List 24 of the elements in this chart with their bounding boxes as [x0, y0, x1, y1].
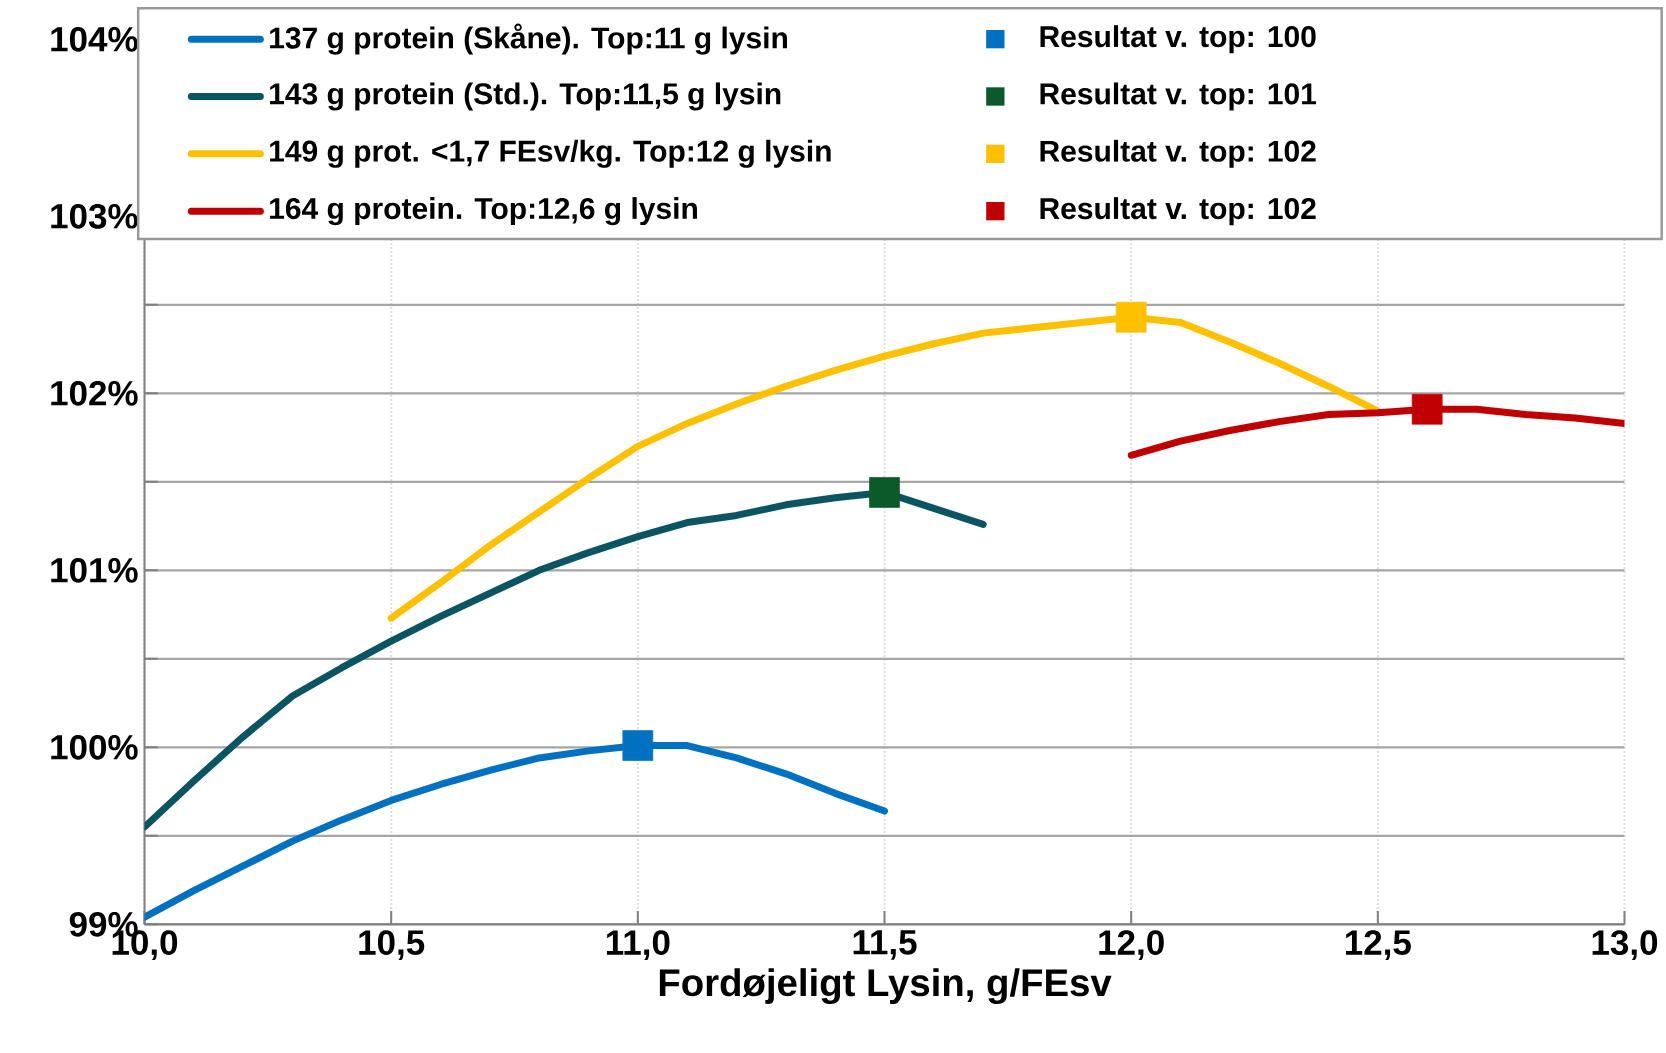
y-tick-label: 103% — [51, 203, 138, 229]
point — [1115, 301, 1147, 333]
legend-label: Resultat v. top: 102 — [1040, 197, 1316, 226]
point — [1411, 393, 1443, 425]
x-tick-label: 12,5 — [1345, 930, 1411, 961]
legend-label: Resultat v. top: 100 — [1040, 25, 1316, 54]
point — [869, 477, 900, 508]
legend-label: 137 g protein (Skåne). Top:11 g lysin — [270, 23, 787, 55]
x-tick-label: 11,0 — [606, 930, 670, 961]
legend-label: 164 g protein. Top:12,6 g lysin — [270, 197, 697, 226]
x-tick-label: 13,0 — [1592, 930, 1658, 961]
y-tick-label: 104% — [51, 26, 138, 52]
legend-label: 143 g protein (Std.). Top:11,5 g lysin — [270, 82, 781, 111]
x-axis-title: Fordøjeligt Lysin, g/FEsv — [659, 968, 1112, 1005]
x-tick-label: 11,5 — [853, 930, 917, 960]
y-tick-label: 100% — [51, 734, 138, 760]
x-tick-label: 12,0 — [1099, 930, 1164, 961]
y-tick-label: 102% — [51, 380, 138, 406]
point — [622, 730, 654, 761]
legend-label: Resultat v. top: 102 — [1040, 139, 1316, 168]
y-tick-label: 101% — [51, 557, 138, 583]
legend-label: Resultat v. top: 101 — [1040, 82, 1317, 111]
x-tick-label: 10,5 — [359, 930, 425, 961]
legend-label: 149 g prot. <1,7 FEsv/kg. Top:12 g lysin — [270, 139, 831, 168]
